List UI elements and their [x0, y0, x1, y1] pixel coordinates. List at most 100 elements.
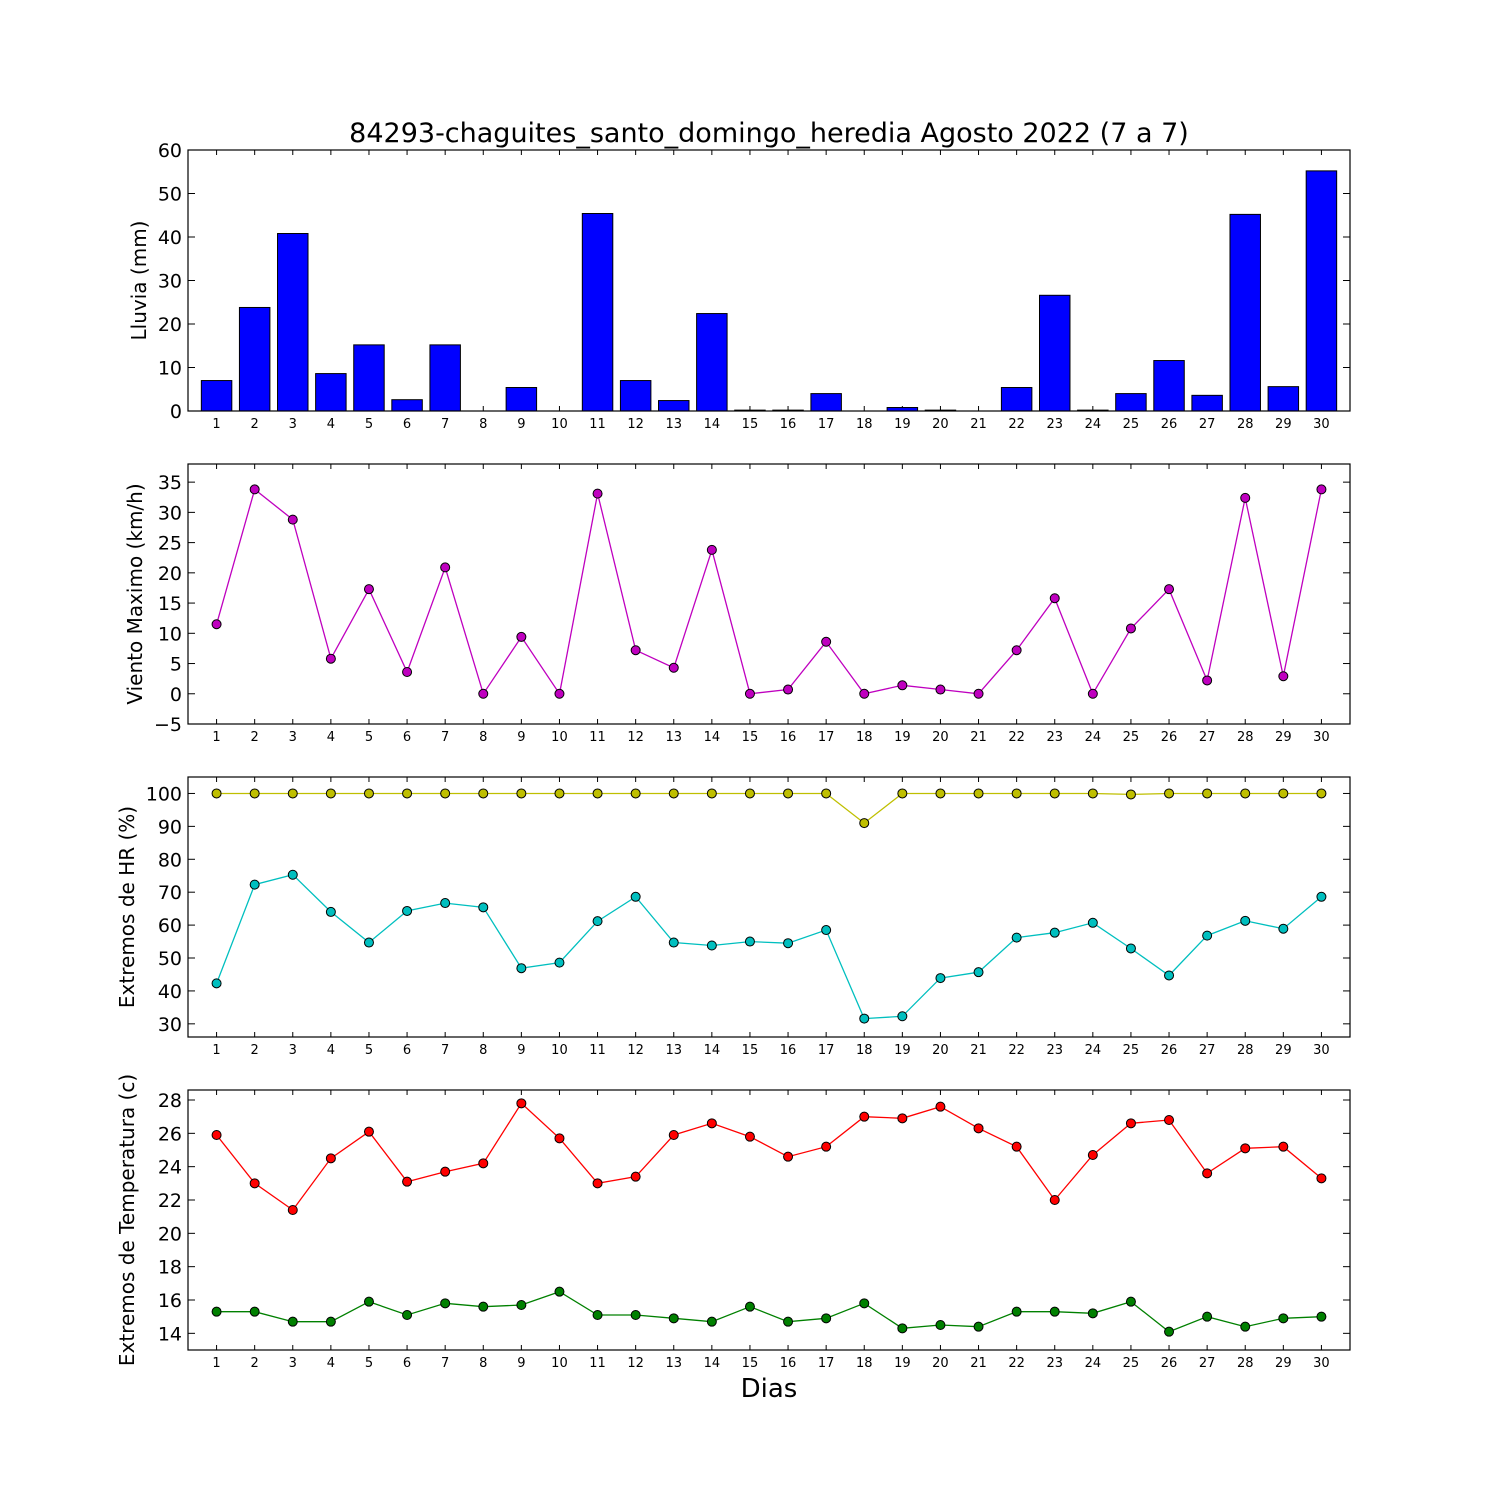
point-series-1-day-7 [440, 1298, 451, 1309]
x-tick-label: 11 [589, 1356, 606, 1371]
point-series-1-day-20 [935, 973, 946, 984]
x-tick-label: 4 [327, 1043, 335, 1058]
x-tick-label: 16 [780, 730, 797, 745]
bar-day-22 [1000, 387, 1033, 412]
x-tick-label: 3 [289, 1356, 297, 1371]
x-axis-label: Dias [741, 1374, 798, 1404]
y-tick-label: 35 [158, 472, 182, 494]
point-series-1-day-21 [973, 1321, 984, 1332]
point-series-1-day-22 [1011, 1306, 1022, 1317]
point-series-1-day-27 [1202, 1311, 1213, 1322]
series-line-0 [215, 488, 1323, 696]
y-tick-label: 26 [158, 1123, 182, 1145]
point-series-0-day-8 [478, 688, 489, 699]
point-series-0-day-15 [744, 688, 755, 699]
x-tick-label: 3 [289, 417, 297, 432]
point-series-1-day-5 [363, 1296, 374, 1307]
x-tick-label: 9 [517, 730, 525, 745]
point-series-1-day-11 [592, 916, 603, 927]
x-tick-label: 12 [627, 417, 644, 432]
x-tick-label: 30 [1313, 417, 1330, 432]
x-tick-label: 13 [665, 730, 682, 745]
x-tick-label: 17 [818, 1043, 835, 1058]
x-tick-label: 22 [1008, 1043, 1025, 1058]
x-tick-label: 12 [627, 1356, 644, 1371]
point-series-0-day-13 [668, 1130, 679, 1140]
x-tick-label: 5 [365, 1043, 373, 1058]
x-tick-label: 4 [327, 417, 335, 432]
point-series-0-day-26 [1164, 788, 1175, 799]
y-tick-label: 10 [158, 623, 182, 645]
point-series-0-day-10 [554, 1133, 565, 1144]
x-tick-label: 19 [894, 1356, 911, 1371]
point-series-0-day-13 [668, 662, 679, 673]
x-tick-label: 11 [589, 1043, 606, 1058]
point-series-1-day-19 [897, 1323, 908, 1334]
x-tick-label: 21 [970, 1043, 987, 1058]
x-tick-label: 11 [589, 730, 606, 745]
x-tick-label: 28 [1237, 1043, 1254, 1058]
y-tick-label: 20 [158, 314, 182, 336]
x-tick-label: 8 [479, 1043, 487, 1058]
bar-day-2 [238, 306, 271, 412]
y-tick-label: 20 [158, 1223, 182, 1245]
point-series-0-day-17 [821, 1141, 832, 1152]
point-series-0-day-30 [1316, 484, 1327, 495]
point-series-0-day-11 [592, 488, 603, 499]
point-series-0-day-27 [1202, 675, 1213, 686]
x-tick-label: 14 [704, 417, 721, 432]
point-series-0-day-16 [783, 1151, 794, 1162]
point-series-1-day-10 [554, 957, 565, 968]
x-tick-label: 30 [1313, 730, 1330, 745]
point-series-0-day-10 [554, 788, 565, 799]
bar-day-6 [391, 399, 423, 412]
x-tick-label: 14 [704, 730, 721, 745]
chart-title: 84293-chaguites_santo_domingo_heredia Ag… [349, 118, 1189, 149]
x-tick-label: 18 [856, 417, 873, 432]
point-series-0-day-2 [249, 788, 260, 799]
point-series-0-day-24 [1087, 1150, 1098, 1160]
x-tick-label: 6 [403, 1356, 411, 1371]
x-tick-label: 23 [1046, 1356, 1063, 1371]
x-tick-label: 5 [365, 1356, 373, 1371]
x-tick-label: 22 [1008, 1356, 1025, 1371]
y-axis-label: Viento Maximo (km/h) [123, 483, 147, 704]
plot-frame [187, 463, 1351, 725]
x-tick-label: 20 [932, 1043, 949, 1058]
point-series-0-day-29 [1278, 788, 1289, 799]
point-series-1-day-26 [1164, 1326, 1175, 1337]
y-tick-label: 5 [170, 654, 182, 676]
y-tick-label: 20 [158, 563, 182, 585]
y-tick-label: 10 [158, 358, 182, 380]
y-tick-label: 30 [158, 1014, 182, 1036]
x-tick-label: 6 [403, 417, 411, 432]
x-tick-label: 4 [327, 730, 335, 745]
point-series-0-day-3 [287, 788, 298, 799]
x-tick-label: 13 [665, 1356, 682, 1371]
point-series-1-day-13 [668, 937, 679, 948]
point-series-0-day-1 [211, 1130, 222, 1140]
y-tick-label: 16 [158, 1290, 182, 1312]
x-tick-label: 2 [251, 417, 259, 432]
x-tick-label: 28 [1237, 1356, 1254, 1371]
point-series-1-day-29 [1278, 1313, 1289, 1324]
point-series-1-day-23 [1049, 927, 1060, 938]
x-tick-label: 23 [1046, 1043, 1063, 1058]
x-tick-label: 25 [1123, 1043, 1140, 1058]
point-series-0-day-9 [516, 788, 527, 799]
point-series-0-day-23 [1049, 788, 1060, 799]
point-series-0-day-1 [211, 619, 222, 630]
point-series-0-day-30 [1316, 788, 1327, 799]
point-series-0-day-26 [1164, 1115, 1175, 1125]
point-series-0-day-30 [1316, 1173, 1327, 1184]
x-tick-label: 20 [932, 730, 949, 745]
bar-day-17 [810, 393, 842, 412]
point-series-0-day-19 [897, 680, 908, 691]
x-tick-label: 17 [818, 417, 835, 432]
x-tick-label: 23 [1046, 417, 1063, 432]
x-tick-label: 15 [742, 730, 759, 745]
point-series-0-day-15 [744, 1131, 755, 1142]
x-tick-label: 20 [932, 1356, 949, 1371]
